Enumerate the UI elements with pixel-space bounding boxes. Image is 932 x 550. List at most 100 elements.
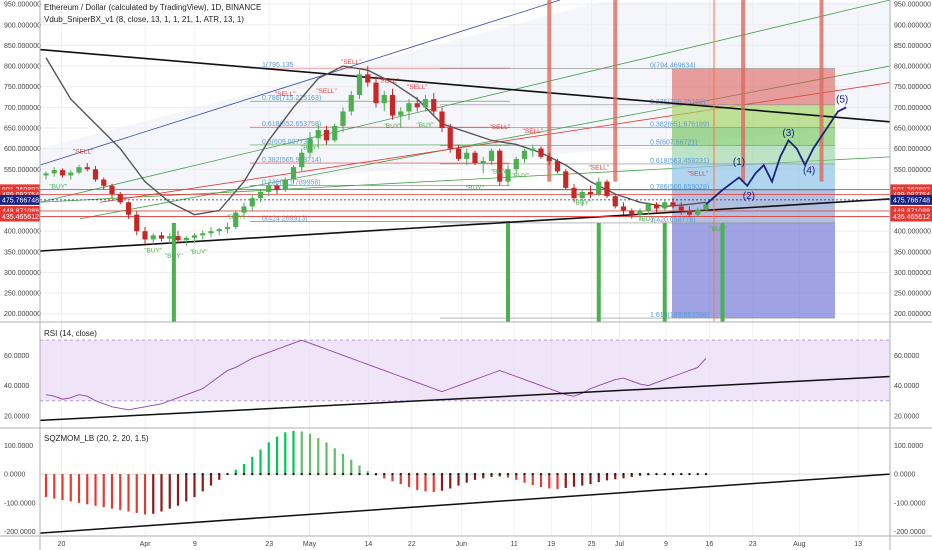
candle-body bbox=[472, 152, 478, 164]
wave-label: (4) bbox=[803, 165, 815, 176]
sell-signal-label: "SELL" bbox=[341, 59, 362, 66]
price-tick-label: 350.000000 bbox=[4, 249, 41, 256]
indicator-legend: Vdub_SniperBX_v1 (8, close, 13, 1, 1, 21… bbox=[44, 15, 244, 24]
rsi-tick-label: 60.0000 bbox=[4, 353, 29, 360]
candle-body bbox=[695, 209, 701, 215]
time-tick-label: 14 bbox=[365, 541, 373, 548]
candle-body bbox=[653, 204, 660, 209]
candle-body bbox=[439, 111, 445, 128]
price-tick-label: 700.000000 bbox=[894, 105, 931, 112]
squeeze-dot bbox=[482, 472, 485, 476]
candle-body bbox=[447, 127, 453, 149]
candle-body bbox=[389, 94, 396, 116]
candle-body bbox=[208, 231, 214, 234]
candle-body bbox=[497, 150, 503, 182]
candle-body bbox=[505, 169, 511, 182]
chart-title: Ethereum / Dollar (calculated by Trading… bbox=[44, 3, 261, 12]
candle-body bbox=[431, 99, 437, 112]
squeeze-dot bbox=[655, 472, 658, 476]
rsi-axis-left[interactable]: 20.0000 40.0000 60.0000 bbox=[4, 353, 29, 421]
price-axis-left[interactable]: 200.000000 250.000000 300.000000 350.000000… bbox=[0, 2, 41, 319]
price-tick-label: 900.000000 bbox=[4, 22, 41, 29]
time-tick-label: 9 bbox=[193, 541, 197, 548]
buy-signal-label: "BUY" bbox=[466, 185, 485, 192]
squeeze-legend: SQZMOM_LB (20, 2, 20, 1.5) bbox=[44, 434, 149, 443]
squeeze-dot bbox=[515, 472, 518, 476]
price-tick-label: 650.000000 bbox=[894, 125, 931, 132]
price-badge-left bbox=[0, 189, 40, 200]
squeeze-dot bbox=[523, 472, 526, 476]
price-tick-label: 750.000000 bbox=[894, 84, 931, 91]
squeeze-axis-left[interactable]: -200.0000 -100.0000 0.0000 100.0000 bbox=[4, 443, 36, 536]
candle-body bbox=[381, 94, 387, 104]
squeeze-dot bbox=[572, 472, 576, 476]
squeeze-dot bbox=[350, 472, 353, 476]
sell-signal-label: "SELL" bbox=[316, 88, 337, 95]
candle-body bbox=[101, 179, 107, 186]
rsi-pane[interactable]: 20.0000 40.0000 60.0000 20.0000 40.0000 60.0… bbox=[4, 329, 919, 422]
squeeze-momentum-pane[interactable]: -200.0000 -100.0000 0.0000 100.0000 -200.00… bbox=[4, 430, 926, 536]
candle-body bbox=[249, 198, 255, 207]
price-tick-label: 250.000000 bbox=[4, 291, 41, 298]
squeeze-dot bbox=[440, 472, 444, 476]
rsi-tick-label: 60.0000 bbox=[894, 353, 919, 360]
price-tick-label: 650.000000 bbox=[4, 125, 41, 132]
squeeze-dot bbox=[457, 472, 460, 476]
sell-signal-label: "SELL" bbox=[73, 149, 94, 156]
squeeze-dot bbox=[209, 472, 213, 476]
time-tick-label: Apr bbox=[140, 541, 152, 548]
sell-signal-label: "SELL" bbox=[522, 128, 543, 135]
rsi-axis-right[interactable]: 20.0000 40.0000 60.0000 bbox=[894, 353, 919, 421]
candle-body bbox=[365, 74, 371, 83]
squeeze-dot bbox=[696, 472, 699, 476]
candle-body bbox=[530, 148, 536, 151]
candle-body bbox=[142, 231, 148, 240]
candle-body bbox=[117, 194, 123, 203]
price-tick-label: 950.000000 bbox=[894, 2, 931, 9]
buy-signal-label: "BUY" bbox=[491, 168, 510, 175]
squeeze-dot bbox=[556, 472, 559, 476]
time-tick-label: 9 bbox=[664, 541, 668, 548]
squeeze-dot bbox=[358, 472, 361, 476]
squeeze-dot bbox=[308, 472, 312, 476]
fib-right-label: 0(794.469634) bbox=[650, 63, 696, 70]
candle-body bbox=[175, 236, 181, 241]
squeeze-tick-label: -100.0000 bbox=[4, 500, 36, 507]
candle-body bbox=[307, 138, 313, 153]
squeeze-dot bbox=[391, 472, 394, 476]
candle-body bbox=[612, 196, 618, 207]
fib-left-label: 1(795.135 bbox=[262, 62, 294, 69]
time-tick-label: 11 bbox=[510, 541, 517, 548]
resistance-trendline bbox=[39, 48, 891, 123]
buy-signal-label: "BUY" bbox=[165, 253, 184, 260]
price-badge-right-label: 475.766748 bbox=[893, 197, 930, 204]
price-pane[interactable]: 1(795.135 0.786(715.225163) 0.618(652.6537… bbox=[0, 0, 932, 536]
time-axis[interactable]: 20 Apr 9 23 May 14 22 Jun 11 19 25 Jul 9 16 23 Aug 13 bbox=[58, 541, 863, 548]
squeeze-dot bbox=[275, 472, 279, 476]
squeeze-dot bbox=[638, 472, 642, 476]
candle-body bbox=[587, 191, 594, 195]
wave-label: (5) bbox=[836, 94, 848, 105]
price-axis-right[interactable]: 200.000000 250.000000 300.000000 350.000000… bbox=[890, 2, 932, 319]
sell-signal-column bbox=[613, 0, 618, 182]
squeeze-tick-label: -200.0000 bbox=[4, 529, 36, 536]
squeeze-axis-right[interactable]: -200.0000 -100.0000 0.0000 100.0000 bbox=[894, 443, 926, 536]
squeeze-dot bbox=[234, 472, 237, 476]
candle-body bbox=[513, 158, 519, 170]
squeeze-dot bbox=[663, 472, 666, 476]
rsi-tick-label: 20.0000 bbox=[4, 413, 29, 420]
squeeze-tick-label: -100.0000 bbox=[894, 500, 926, 507]
squeeze-dot bbox=[185, 472, 188, 476]
sell-signal-label: "SELL" bbox=[588, 164, 609, 171]
candle-body bbox=[356, 74, 363, 95]
candle-body bbox=[662, 202, 668, 209]
candle-body bbox=[167, 236, 173, 239]
candle-body bbox=[546, 156, 552, 161]
candle-body bbox=[274, 185, 280, 190]
squeeze-dot bbox=[597, 472, 600, 476]
candle-body bbox=[620, 206, 627, 211]
buy-signal-column bbox=[662, 222, 667, 322]
time-tick-label: 13 bbox=[854, 541, 862, 548]
time-tick-label: 16 bbox=[706, 541, 714, 548]
